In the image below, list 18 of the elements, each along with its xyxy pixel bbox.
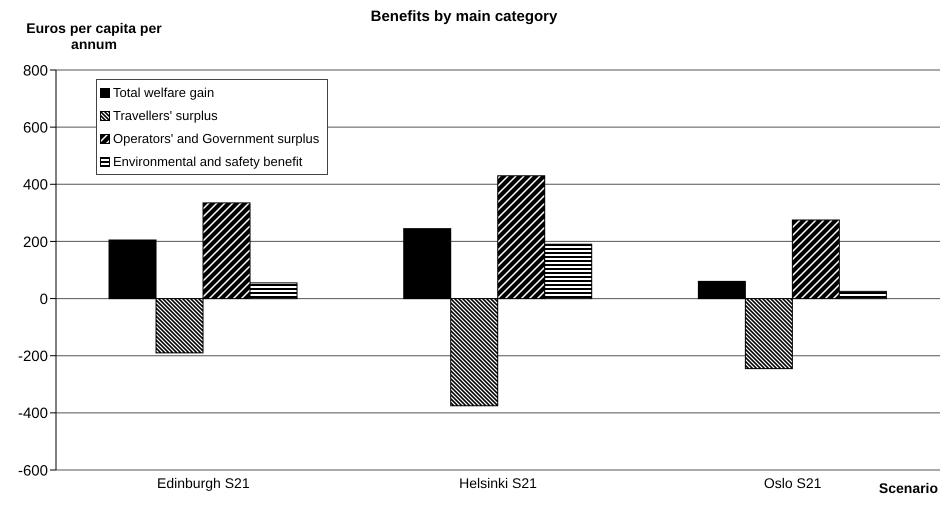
legend-label: Travellers' surplus bbox=[113, 107, 218, 125]
x-tick-label: Edinburgh S21 bbox=[157, 474, 250, 491]
y-tick-label: 600 bbox=[22, 119, 48, 136]
y-tick-label: -400 bbox=[18, 405, 48, 422]
x-tick-label: Oslo S21 bbox=[764, 474, 822, 491]
x-tick-label: Helsinki S21 bbox=[459, 474, 538, 491]
y-tick-label: 400 bbox=[22, 176, 48, 194]
y-tick-label: 200 bbox=[22, 234, 48, 251]
legend-label: Environmental and safety benefit bbox=[113, 153, 302, 171]
legend-label: Total welfare gain bbox=[113, 84, 214, 102]
y-tick-label: 0 bbox=[40, 290, 48, 308]
y-tick-label: -600 bbox=[18, 462, 48, 480]
legend-label: Operators' and Government surplus bbox=[113, 130, 320, 148]
chart-title: Benefits by main category bbox=[370, 8, 558, 25]
x-axis-title: Scenario bbox=[878, 480, 938, 496]
y-axis-title: Euros per capita per annum bbox=[25, 20, 163, 52]
y-tick-label: -200 bbox=[18, 348, 48, 366]
y-tick-label: 800 bbox=[22, 62, 48, 80]
